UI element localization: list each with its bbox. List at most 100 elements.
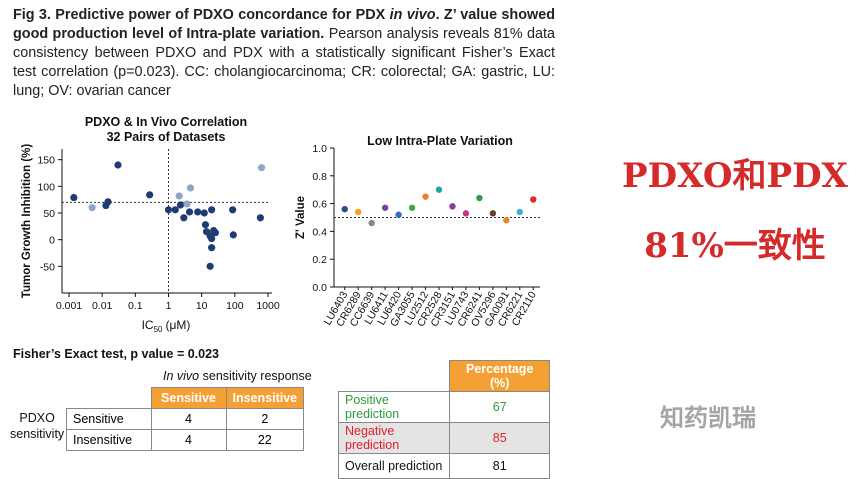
y-tick-label: 50 xyxy=(43,208,55,220)
value-cell: 4 xyxy=(150,408,227,430)
data-point xyxy=(503,217,510,224)
table-title: Fisher’s Exact test, p value = 0.023 xyxy=(13,347,220,361)
data-point xyxy=(229,206,237,214)
y-tick-label: 0.0 xyxy=(312,282,327,294)
y-tick-label: 100 xyxy=(37,181,55,193)
caption-text: Pearson analysis reveals 81% data consis… xyxy=(13,26,555,99)
row-label: Sensitive xyxy=(66,408,152,430)
y-tick-label: 0.8 xyxy=(312,171,327,183)
caption-italic: in vivo xyxy=(389,7,436,23)
value-cell: 2 xyxy=(225,408,305,430)
row-group: PDXO sensitivity xyxy=(10,410,64,442)
data-point xyxy=(183,200,191,208)
corner-cell xyxy=(67,388,152,409)
header-cell: Insensitive xyxy=(225,387,305,409)
y-tick-label: 150 xyxy=(37,155,55,167)
data-point xyxy=(200,209,208,217)
y-tick-label: 0.4 xyxy=(312,226,327,238)
header-cell: Sensitive xyxy=(150,387,227,409)
header-row: Sensitive Insensitive xyxy=(67,387,305,409)
page: {"caption":{"bold1":"Fig 3. Predictive p… xyxy=(10,6,848,479)
y-tick-label: -50 xyxy=(40,261,55,273)
x-axis-label-part: IC xyxy=(142,318,154,332)
data-point xyxy=(435,186,443,193)
data-point xyxy=(185,208,194,216)
y-tick-label: 1.0 xyxy=(312,143,327,155)
table-row: Positive prediction 67 xyxy=(337,391,550,423)
data-point xyxy=(489,210,497,217)
data-point xyxy=(395,211,402,218)
data-point xyxy=(229,231,237,239)
data-point xyxy=(186,184,195,192)
value-cell: 22 xyxy=(225,429,305,451)
data-point xyxy=(88,204,96,212)
row-label: Insensitive xyxy=(66,429,152,451)
table-row: Negative prediction 85 xyxy=(337,422,550,454)
row-label: Negative prediction xyxy=(337,422,451,454)
row-label: Overall prediction xyxy=(337,453,451,479)
chart-subtitle: 32 Pairs of Datasets xyxy=(107,130,226,144)
data-point xyxy=(114,161,122,169)
data-point xyxy=(164,206,173,214)
value-cell: 85 xyxy=(449,422,550,454)
caption-bold: Fig 3. Predictive power of PDXO concorda… xyxy=(13,7,386,23)
data-point xyxy=(341,205,348,213)
header-row: Percentage (%) xyxy=(339,360,550,392)
data-point xyxy=(208,235,216,243)
data-point xyxy=(208,206,216,214)
y-tick-label: 0.6 xyxy=(312,199,327,211)
value-cell: 4 xyxy=(150,429,227,451)
y-tick-label: 0 xyxy=(49,235,55,247)
x-axis-label-part: (μM) xyxy=(166,318,191,332)
data-point xyxy=(171,206,179,214)
value-cell: 81 xyxy=(449,453,550,479)
data-point xyxy=(176,201,185,209)
row-group-line: sensitivity xyxy=(10,427,65,441)
caption-bold: . Z’ value showed good production level … xyxy=(13,7,555,42)
data-point xyxy=(355,208,362,216)
table-row: Sensitive 4 2 xyxy=(66,408,305,430)
prediction-table: Percentage (%) Positive prediction 67 Negat… xyxy=(337,360,550,479)
table-row: Insensitive 4 22 xyxy=(66,429,305,451)
data-point xyxy=(206,262,214,270)
data-point xyxy=(194,208,202,216)
chart-title: Low Intra-Plate Variation xyxy=(367,134,513,148)
highlight-text: 81%一致性 xyxy=(644,226,826,266)
table-row: Overall prediction 81 xyxy=(337,453,550,479)
data-point xyxy=(381,204,389,211)
data-point xyxy=(104,198,112,206)
header-cell: Percentage (%) xyxy=(449,360,550,392)
y-axis-label: Z' Value xyxy=(295,196,307,239)
watermark: 知药凯瑞 xyxy=(660,405,756,432)
caption: Fig 3. Predictive power of PDXO concorda… xyxy=(13,6,555,101)
fisher-table: Sensitive Insensitive Sensitive 4 2 Insensiti… xyxy=(66,387,305,451)
data-point xyxy=(256,214,264,222)
chart-title: PDXO & In Vivo Correlation xyxy=(85,115,247,129)
highlight-text: PDXO和PDX xyxy=(622,156,848,196)
data-point xyxy=(368,219,375,227)
x-tick-label: 1 xyxy=(166,300,172,312)
x-tick-label: 0.1 xyxy=(128,300,143,312)
header-italic: In vivo xyxy=(163,369,200,383)
x-tick-label: 0.01 xyxy=(92,300,113,312)
x-axis-label-part: 50 xyxy=(154,325,163,334)
x-tick-label: 1000 xyxy=(256,300,280,312)
data-point xyxy=(408,204,416,211)
header-text: sensitivity response xyxy=(202,369,312,383)
value-cell: 67 xyxy=(449,391,550,423)
data-point xyxy=(257,164,266,172)
data-point xyxy=(208,244,216,252)
data-point xyxy=(210,227,218,235)
y-tick-label: 0.2 xyxy=(312,254,327,266)
data-point xyxy=(462,210,470,217)
data-point xyxy=(201,221,210,229)
corner-cell xyxy=(339,361,450,392)
data-point xyxy=(476,194,483,202)
data-point xyxy=(530,196,537,203)
data-point xyxy=(70,193,78,202)
x-tick-label: 10 xyxy=(196,300,208,312)
x-tick-label: 0.001 xyxy=(56,300,82,312)
y-axis-label: Tumor Growth Inhibition (%) xyxy=(21,144,33,299)
row-label: Positive prediction xyxy=(337,391,451,423)
